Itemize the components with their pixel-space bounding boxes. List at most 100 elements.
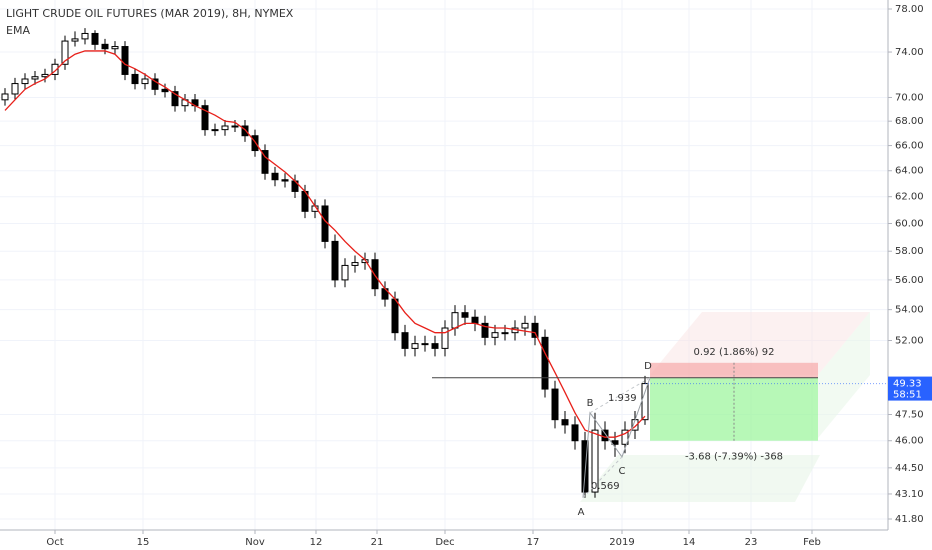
candle-body <box>371 259 379 290</box>
projection-side <box>818 312 870 438</box>
candle-body <box>461 312 469 318</box>
candle-body <box>51 63 59 75</box>
x-tick-label: Oct <box>46 537 63 548</box>
candle-body <box>591 429 599 493</box>
y-tick-label: 74.00 <box>895 47 924 58</box>
candle-body <box>481 322 489 338</box>
projection-target <box>580 455 820 502</box>
candle-body <box>91 32 99 45</box>
projection-stop <box>650 312 870 375</box>
y-tick-label: 64.00 <box>895 166 924 177</box>
candle-body <box>561 419 569 426</box>
y-tick-label: 43.10 <box>895 489 924 500</box>
pattern-point-label: B <box>587 398 594 409</box>
candle-body <box>541 336 549 390</box>
y-tick-label: 60.00 <box>895 218 924 229</box>
price-tag-label: 49.33 <box>893 379 922 390</box>
y-tick-label: 62.00 <box>895 192 924 203</box>
candle-body <box>1 93 9 101</box>
candle-body <box>571 424 579 442</box>
candle-body <box>391 298 399 334</box>
candle-body <box>551 388 559 421</box>
ratio-label: 0.569 <box>591 481 620 492</box>
candle-body <box>231 125 239 128</box>
y-tick-label: 68.00 <box>895 116 924 127</box>
indicator-label: EMA <box>6 24 30 37</box>
candle-body <box>111 46 119 50</box>
candle-body <box>151 78 159 90</box>
y-tick-label: 70.00 <box>895 92 924 103</box>
candle-body <box>11 83 19 95</box>
y-tick-label: 47.50 <box>895 409 924 420</box>
target-label: -3.68 (-7.39%) -368 <box>685 452 783 463</box>
candle-body <box>601 429 609 442</box>
candle-body <box>31 76 39 80</box>
x-tick-label: 15 <box>137 537 150 548</box>
candle-body <box>641 383 649 421</box>
candle-body <box>401 332 409 349</box>
candle-body <box>331 240 339 281</box>
candle-body <box>241 125 249 137</box>
x-tick-label: 23 <box>745 537 758 548</box>
candle-body <box>81 32 89 40</box>
y-tick-label: 46.00 <box>895 436 924 447</box>
x-tick-label: 21 <box>371 537 384 548</box>
candle-body <box>491 332 499 338</box>
x-tick-label: 17 <box>527 537 540 548</box>
candle-body <box>21 78 29 85</box>
pattern-point-label: D <box>644 361 652 372</box>
x-tick-label: Feb <box>803 537 821 548</box>
candle-body <box>531 322 539 338</box>
ema-line <box>4 50 646 438</box>
x-tick-label: 12 <box>310 537 323 548</box>
y-tick-label: 56.00 <box>895 275 924 286</box>
x-tick-label: Dec <box>435 537 454 548</box>
countdown-label: 58:51 <box>893 390 922 401</box>
x-tick-label: 2019 <box>609 537 634 548</box>
candle-body <box>521 322 529 329</box>
candle-body <box>281 179 289 182</box>
y-tick-label: 58.00 <box>895 246 924 257</box>
candle-body <box>421 343 429 346</box>
y-tick-label: 52.00 <box>895 335 924 346</box>
ratio-label: 1.939 <box>608 393 637 404</box>
y-tick-label: 66.00 <box>895 141 924 152</box>
candle-body <box>131 73 139 85</box>
pattern-point-label: A <box>578 507 585 518</box>
candle-body <box>411 343 419 349</box>
candle-body <box>501 332 509 335</box>
candle-body <box>251 135 259 152</box>
candle-body <box>581 440 589 493</box>
pattern-point-label: C <box>619 466 626 477</box>
candle-body <box>261 150 269 174</box>
x-tick-label: 14 <box>683 537 696 548</box>
candle-body <box>171 91 179 107</box>
candle-body <box>621 429 629 445</box>
candle-body <box>441 327 449 349</box>
candle-body <box>61 40 69 65</box>
candle-body <box>341 264 349 281</box>
y-tick-label: 41.80 <box>895 514 924 525</box>
chart-title: LIGHT CRUDE OIL FUTURES (MAR 2019), 8H, … <box>6 7 294 20</box>
candle-body <box>101 43 109 50</box>
x-tick-label: Nov <box>245 537 265 548</box>
candle-body <box>161 88 169 93</box>
y-tick-label: 78.00 <box>895 4 924 15</box>
price-tag <box>888 376 932 401</box>
candle-body <box>41 73 49 78</box>
candle-body <box>351 262 359 266</box>
candle-body <box>71 38 79 42</box>
candle-body <box>271 172 279 181</box>
y-tick-label: 54.00 <box>895 305 924 316</box>
candle-body <box>221 125 229 131</box>
candle-body <box>321 205 329 242</box>
y-tick-label: 44.50 <box>895 463 924 474</box>
candle-body <box>451 312 459 329</box>
candle-body <box>431 343 439 349</box>
candle-body <box>211 129 219 132</box>
candle-body <box>121 46 129 75</box>
stop-label: 0.92 (1.86%) 92 <box>694 347 775 358</box>
candle-body <box>471 316 479 324</box>
pattern-line <box>582 377 651 498</box>
